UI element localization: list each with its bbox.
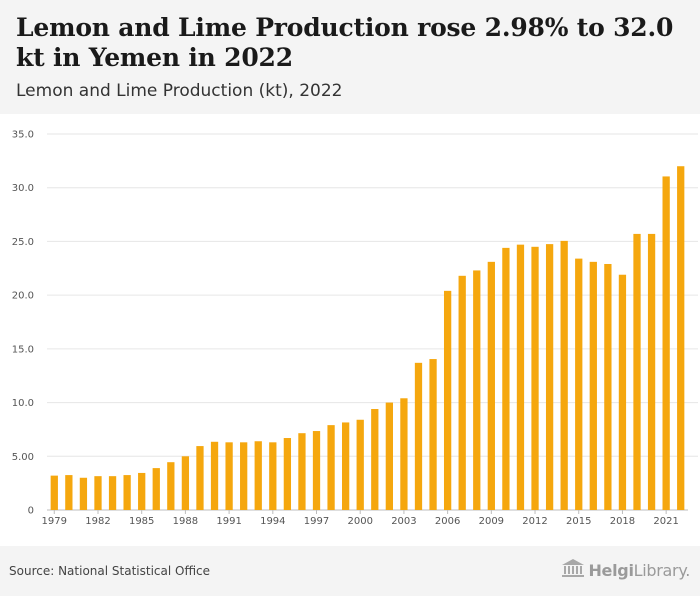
bar [65, 475, 73, 510]
source-note: Source: National Statistical Office [9, 564, 211, 578]
bar [575, 258, 583, 510]
bar [443, 290, 452, 510]
bar [79, 477, 88, 510]
bar [604, 263, 612, 510]
x-tick-label: 1988 [173, 516, 198, 527]
brand-name-light: Library. [633, 560, 691, 580]
chart-canvas: 0 5.00 10.0 15.0 20.0 25.0 30.0 35.0 1979 1982 198… [12, 130, 698, 527]
x-tick-label: 2018 [610, 516, 635, 527]
y-tick-label: 35.0 [12, 130, 34, 141]
bar [123, 475, 131, 510]
bar [400, 398, 408, 510]
x-tick-label: 2000 [347, 516, 372, 527]
bar [138, 472, 146, 510]
y-tick-label: 0 [28, 506, 34, 517]
x-tick-label: 1979 [42, 516, 67, 527]
bar [371, 409, 379, 510]
bar [662, 176, 670, 511]
bar [677, 166, 685, 510]
brand-name-bold: Helgi [588, 560, 634, 580]
x-tick-label: 2006 [435, 516, 460, 527]
x-tick-label: 2009 [479, 516, 504, 527]
x-tick-label: 2015 [566, 516, 591, 527]
header: Lemon and Lime Production rose 2.98% to … [0, 0, 700, 114]
bar [545, 244, 554, 510]
bar [94, 476, 102, 510]
x-tick-label: 2021 [653, 516, 678, 527]
bar [560, 240, 568, 510]
bar [283, 438, 292, 510]
x-tick-label: 1994 [260, 516, 285, 527]
bar [254, 441, 262, 510]
bar [269, 442, 277, 510]
bar [414, 362, 423, 510]
page-title: Lemon and Lime Production rose 2.98% to … [16, 13, 674, 72]
bar [196, 446, 204, 510]
bar [342, 422, 350, 510]
chart-subtitle: Lemon and Lime Production (kt), 2022 [16, 81, 343, 101]
y-tick-label: 25.0 [12, 237, 34, 248]
bar-chart: 0 5.00 10.0 15.0 20.0 25.0 30.0 35.0 1979 1982 198… [0, 114, 700, 534]
x-tick-label: 1991 [216, 516, 241, 527]
bar [385, 402, 393, 510]
x-tick-label: 1982 [85, 516, 110, 527]
bar [429, 359, 437, 510]
library-building-icon [561, 558, 585, 582]
bar [589, 261, 597, 510]
y-tick-label: 30.0 [12, 183, 34, 194]
x-tick-label: 1985 [129, 516, 154, 527]
bar [618, 274, 627, 510]
x-tick-label: 2012 [522, 516, 547, 527]
bar [647, 233, 656, 510]
footer: Source: National Statistical Office Helg… [0, 546, 700, 596]
bar [240, 442, 248, 510]
bar [356, 419, 364, 510]
y-tick-label: 10.0 [12, 398, 34, 409]
y-tick-label: 5.00 [12, 452, 34, 463]
bar [531, 246, 539, 511]
brand-name: HelgiLibrary. [588, 561, 690, 580]
bar [210, 441, 219, 510]
y-tick-label: 20.0 [12, 291, 34, 302]
y-tick-label: 15.0 [12, 344, 34, 355]
bar [50, 475, 58, 510]
x-tick-label: 2003 [391, 516, 416, 527]
bar [633, 233, 641, 510]
bar [167, 462, 175, 510]
x-tick-label: 1997 [304, 516, 329, 527]
bar [327, 425, 335, 510]
bar [502, 247, 510, 511]
bar [108, 476, 117, 510]
bar [516, 244, 525, 510]
bar [473, 270, 481, 510]
helgilibrary-logo: HelgiLibrary. [561, 558, 690, 582]
bar [181, 456, 190, 510]
bar [487, 261, 495, 510]
bar [298, 433, 306, 510]
bar [152, 468, 160, 510]
bar [225, 442, 233, 510]
bar [458, 275, 466, 510]
bar [312, 431, 321, 510]
